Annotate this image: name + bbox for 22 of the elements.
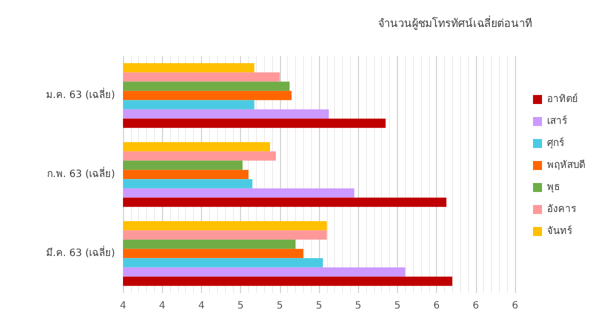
x-tick-label: 6 [512,300,518,312]
legend-label: จันทร์ [547,225,573,237]
legend-label: อาทิตย์ [547,93,578,105]
x-tick-label: 5 [316,300,322,312]
x-tick-label: 5 [394,300,401,312]
legend-label: พุธ [547,182,560,193]
chart-title: จำนวนผู้ชมโทรทัศน์เฉลี่ยต่อนาที [378,15,532,30]
x-tick-label: 5 [355,300,362,312]
legend-label: เสาร์ [547,115,568,127]
x-tick-label: 6 [433,300,440,312]
y-tick-label: มี.ค. 63 (เฉลี่ย) [46,245,116,259]
x-tick-label: 5 [276,300,283,312]
y-tick-label: ม.ค. 63 (เฉลี่ย) [46,87,116,101]
y-tick-label: ก.พ. 63 (เฉลี่ย) [46,166,116,180]
legend-label: อังคาร [547,204,577,215]
legend-label: พฤหัสบดี [547,159,585,171]
x-tick-label: 4 [198,300,205,312]
x-tick-label: 4 [120,300,126,312]
x-tick-label: 5 [237,300,244,312]
legend-label: ศุกร์ [547,137,565,149]
x-tick-label: 6 [472,300,479,312]
x-tick-label: 4 [159,300,166,312]
